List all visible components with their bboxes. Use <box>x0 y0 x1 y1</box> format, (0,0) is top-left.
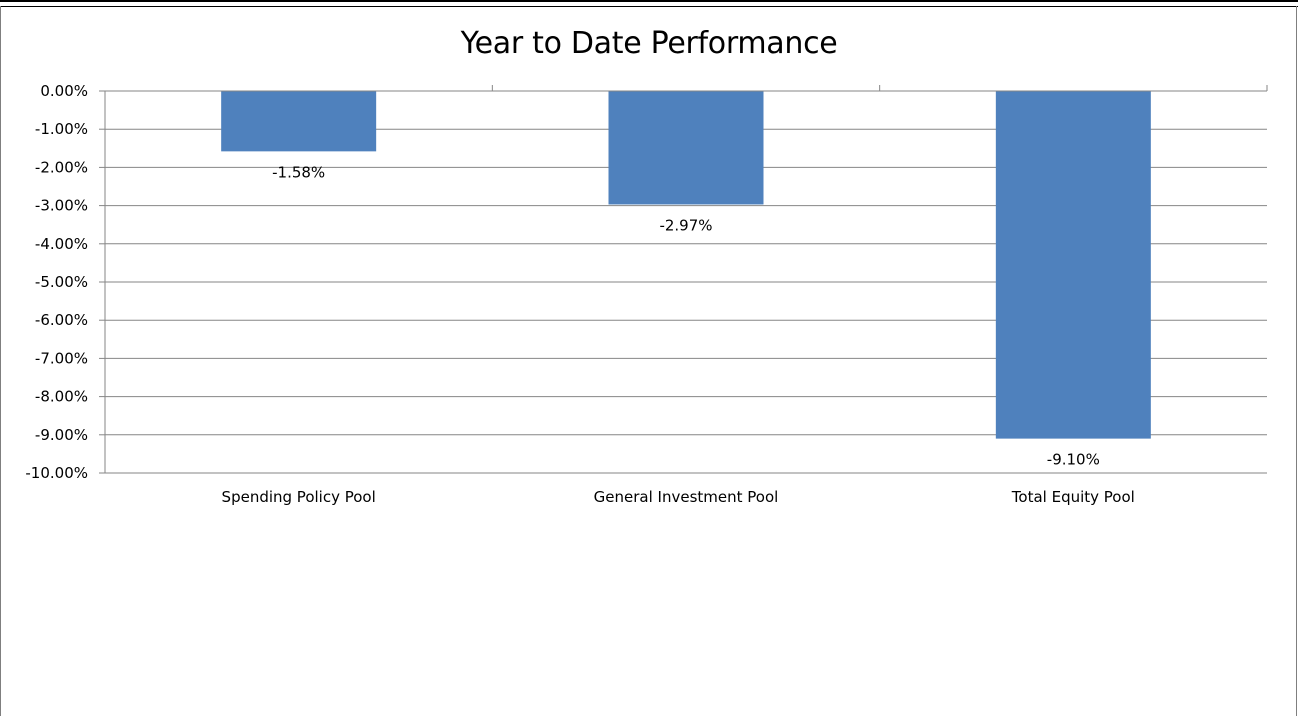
x-axis-categories: Spending Policy Pool General Investment P… <box>222 488 1135 506</box>
axes <box>104 85 1268 473</box>
y-tick-label: -4.00% <box>35 235 88 253</box>
y-tick-label: -7.00% <box>35 349 88 367</box>
y-tick-label: -6.00% <box>35 311 88 329</box>
bar <box>221 91 377 152</box>
bars <box>221 91 1151 439</box>
right-border <box>1296 6 1297 716</box>
data-label: -9.10% <box>1047 451 1100 469</box>
y-tick-label: -3.00% <box>35 197 88 215</box>
y-tick-label: -9.00% <box>35 426 88 444</box>
data-label: -1.58% <box>272 163 325 181</box>
top-border-inner <box>0 6 1298 7</box>
chart-title: Year to Date Performance <box>460 26 838 61</box>
category-label: Total Equity Pool <box>1011 488 1135 506</box>
left-border <box>0 6 1 716</box>
y-tick-label: 0.00% <box>40 82 88 100</box>
y-tick-label: -8.00% <box>35 388 88 406</box>
data-labels: -1.58% -2.97% -9.10% <box>272 163 1100 468</box>
category-label: General Investment Pool <box>594 488 779 506</box>
bar <box>995 91 1151 439</box>
y-tick-label: -1.00% <box>35 120 88 138</box>
top-border <box>0 0 1298 2</box>
category-label: Spending Policy Pool <box>222 488 376 506</box>
y-tick-label: -5.00% <box>35 273 88 291</box>
y-tick-label: -10.00% <box>25 464 88 482</box>
y-axis-ticks: 0.00% -1.00% -2.00% -3.00% -4.00% -5.00% -6.00… <box>25 82 105 482</box>
bar <box>608 91 764 205</box>
data-label: -2.97% <box>659 216 712 234</box>
y-tick-label: -2.00% <box>35 158 88 176</box>
